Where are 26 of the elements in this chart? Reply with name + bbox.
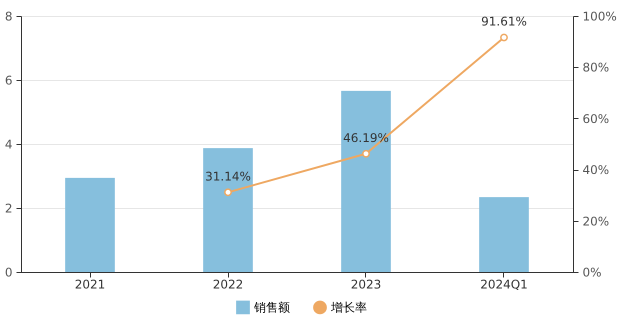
y-tick-label: 0 bbox=[4, 266, 12, 280]
x-tick-label: 2022 bbox=[212, 278, 244, 292]
bar bbox=[65, 178, 115, 272]
legend-label: 销售额 bbox=[253, 300, 290, 314]
x-tick-label: 2023 bbox=[350, 278, 382, 292]
y2-tick-label: 80% bbox=[582, 60, 610, 75]
point bbox=[362, 150, 370, 158]
y-tick-label: 6 bbox=[4, 74, 12, 88]
bar bbox=[341, 90, 391, 272]
data-label: 91.61% bbox=[481, 14, 527, 28]
bar bbox=[203, 148, 253, 272]
point bbox=[500, 34, 508, 42]
bar bbox=[479, 197, 529, 272]
x-tick-label: 2021 bbox=[74, 278, 106, 292]
y2-tick-label: 60% bbox=[582, 112, 610, 126]
y2-tick-label: 0% bbox=[582, 266, 602, 280]
data-label: 31.14% bbox=[205, 169, 251, 184]
y-tick-label: 8 bbox=[4, 10, 12, 24]
y-tick-label: 4 bbox=[4, 138, 12, 152]
x-tick-label: 2024Q1 bbox=[480, 278, 528, 292]
point bbox=[224, 188, 232, 196]
y2-tick-label: 20% bbox=[582, 214, 610, 228]
y2-tick-label: 100% bbox=[582, 10, 617, 24]
y2-tick-label: 40% bbox=[582, 163, 610, 178]
legend-label: 增长率 bbox=[330, 300, 367, 314]
y-tick-label: 2 bbox=[4, 202, 12, 216]
